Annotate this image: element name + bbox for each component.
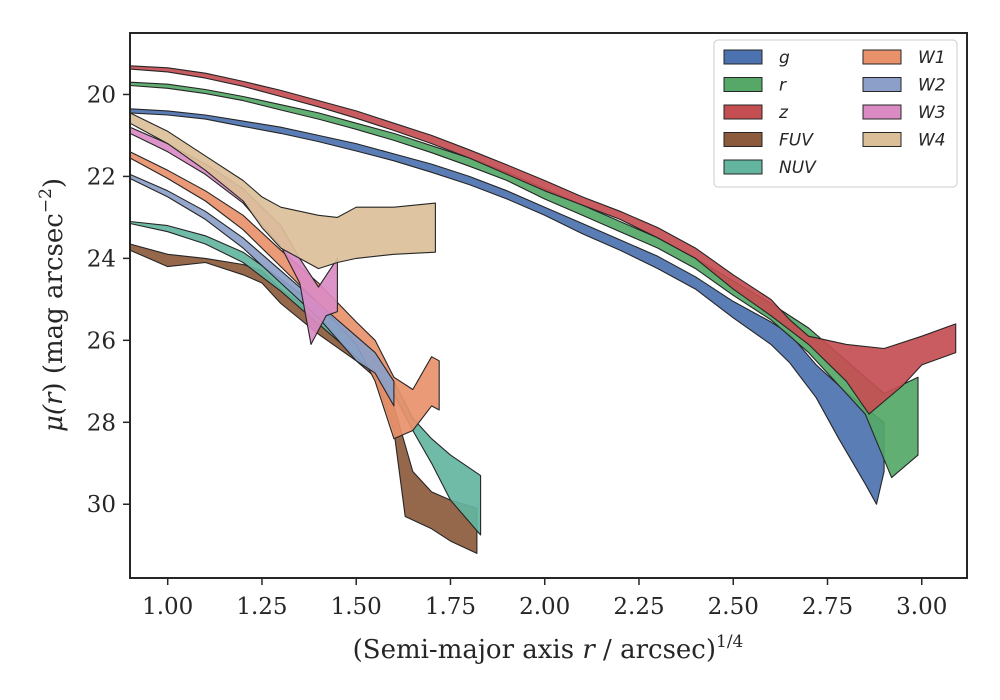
legend-label-fuv: FUV bbox=[779, 131, 814, 151]
legend-swatch-z bbox=[723, 104, 763, 120]
legend-label-r: r bbox=[779, 76, 787, 96]
band-r bbox=[129, 81, 919, 479]
x-tick-label: 1.75 bbox=[425, 594, 476, 620]
y-tick-label: 20 bbox=[87, 82, 116, 108]
legend-label-w4: W4 bbox=[918, 131, 946, 151]
legend-label-nuv: NUV bbox=[779, 158, 817, 178]
band-g bbox=[129, 108, 885, 505]
legend-swatch-nuv bbox=[723, 159, 763, 175]
x-tick-label: 3.00 bbox=[896, 594, 947, 620]
band-z bbox=[129, 65, 957, 415]
legend-swatch-w1 bbox=[862, 49, 902, 65]
y-tick-label: 30 bbox=[87, 492, 116, 518]
x-tick-label: 1.00 bbox=[142, 594, 193, 620]
legend-swatch-w4 bbox=[862, 132, 902, 147]
x-tick-label: 1.25 bbox=[236, 594, 287, 620]
x-tick-label: 2.75 bbox=[802, 594, 853, 620]
band-w1 bbox=[129, 151, 440, 440]
legend-label-w1: W1 bbox=[918, 48, 946, 68]
legend-swatch-fuv bbox=[723, 132, 763, 147]
y-tick-label: 24 bbox=[87, 246, 116, 272]
x-tick-label: 2.50 bbox=[708, 594, 759, 620]
legend-swatch-g bbox=[723, 49, 763, 65]
legend-label-g: g bbox=[779, 48, 790, 68]
band-w2 bbox=[129, 173, 395, 407]
x-tick-label: 1.50 bbox=[331, 594, 382, 620]
series-bands bbox=[129, 65, 957, 554]
legend-swatch-r bbox=[723, 77, 763, 92]
legend: grz FUV NUV W1 W2 W3 W4 bbox=[713, 39, 958, 188]
legend-frame bbox=[713, 39, 958, 188]
plot-frame bbox=[129, 32, 968, 579]
y-tick-label: 28 bbox=[87, 410, 116, 436]
y-axis: 20 22 24 26 28 30 bbox=[87, 82, 130, 518]
x-axis: 1.00 1.25 1.50 1.75 2.00 2.25 2.50 2.75 3.00 bbox=[142, 578, 947, 620]
y-axis-label: μ(r) (mag arcsec−2) bbox=[36, 178, 69, 432]
x-tick-label: 2.00 bbox=[519, 594, 570, 620]
legend-swatch-w2 bbox=[862, 77, 902, 92]
y-tick-label: 26 bbox=[87, 328, 116, 354]
x-axis-label: (Semi-major axis r / arcsec)1/4 bbox=[353, 632, 744, 665]
legend-label-z: z bbox=[778, 103, 789, 123]
band-w4 bbox=[129, 112, 436, 270]
legend-label-w2: W2 bbox=[918, 76, 946, 96]
legend-label-w3: W3 bbox=[918, 103, 946, 123]
legend-swatch-w3 bbox=[862, 104, 902, 120]
y-tick-label: 22 bbox=[87, 164, 116, 190]
x-tick-label: 2.25 bbox=[613, 594, 664, 620]
